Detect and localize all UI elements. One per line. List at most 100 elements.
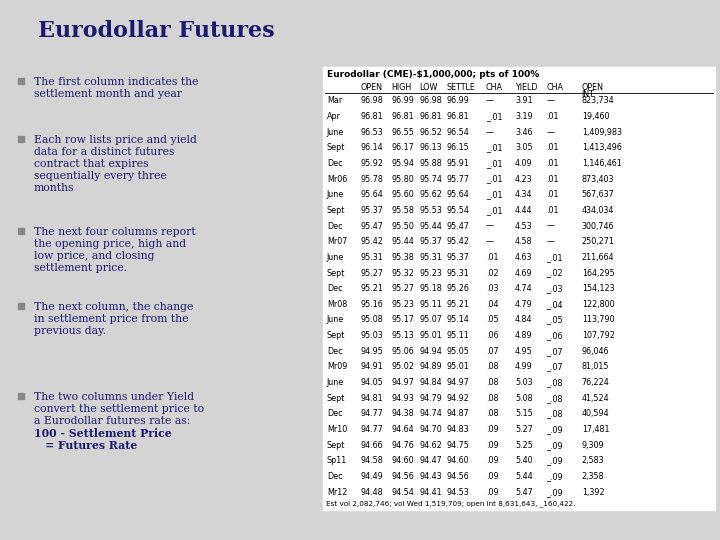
Text: Sept: Sept — [327, 394, 346, 403]
Text: 95.91: 95.91 — [446, 159, 469, 168]
Text: 94.79: 94.79 — [419, 394, 442, 403]
Text: 95.37: 95.37 — [419, 237, 442, 246]
Text: contract that expires: contract that expires — [34, 159, 148, 169]
Text: 3.05: 3.05 — [515, 143, 533, 152]
Text: —: — — [486, 96, 494, 105]
Text: 1,409,983: 1,409,983 — [582, 127, 622, 137]
Text: Each row lists price and yield: Each row lists price and yield — [34, 135, 197, 145]
Text: 4.69: 4.69 — [515, 268, 533, 278]
Text: .09: .09 — [486, 441, 498, 450]
Text: _.04: _.04 — [546, 300, 563, 309]
Text: June: June — [327, 378, 344, 387]
Text: .04: .04 — [486, 300, 498, 309]
Text: 95.31: 95.31 — [419, 253, 442, 262]
Text: 94.83: 94.83 — [446, 425, 469, 434]
Text: 164,295: 164,295 — [582, 268, 614, 278]
Text: 95.05: 95.05 — [446, 347, 469, 356]
Text: _.01: _.01 — [486, 112, 502, 121]
Text: 96.52: 96.52 — [419, 127, 442, 137]
Text: 94.91: 94.91 — [360, 362, 383, 372]
Text: 100 - Settlement Price: 100 - Settlement Price — [34, 428, 172, 439]
Text: data for a distinct futures: data for a distinct futures — [34, 147, 174, 157]
Text: 95.37: 95.37 — [360, 206, 383, 215]
Text: 95.80: 95.80 — [392, 174, 414, 184]
Text: 96.99: 96.99 — [392, 96, 415, 105]
Text: CHA: CHA — [546, 83, 564, 92]
Text: 95.01: 95.01 — [419, 331, 442, 340]
Text: 5.25: 5.25 — [515, 441, 533, 450]
Text: YIELD: YIELD — [515, 83, 538, 92]
Text: 96.55: 96.55 — [392, 127, 415, 137]
Text: 95.54: 95.54 — [446, 206, 469, 215]
Text: June: June — [327, 315, 344, 325]
Text: 94.05: 94.05 — [360, 378, 383, 387]
Text: Sept: Sept — [327, 331, 346, 340]
Text: convert the settlement price to: convert the settlement price to — [34, 404, 204, 414]
Text: .01: .01 — [546, 143, 559, 152]
Text: 95.21: 95.21 — [446, 300, 469, 309]
Bar — [18, 136, 24, 142]
Text: 211,664: 211,664 — [582, 253, 614, 262]
Text: 95.37: 95.37 — [446, 253, 469, 262]
Bar — [323, 67, 715, 510]
Text: 95.50: 95.50 — [392, 221, 415, 231]
Text: _.01: _.01 — [546, 253, 563, 262]
Text: 95.11: 95.11 — [446, 331, 469, 340]
Text: 95.08: 95.08 — [360, 315, 383, 325]
Text: 107,792: 107,792 — [582, 331, 615, 340]
Text: 4.89: 4.89 — [515, 331, 533, 340]
Text: OPEN: OPEN — [582, 83, 603, 92]
Text: _.01: _.01 — [486, 190, 502, 199]
Text: Sept: Sept — [327, 441, 346, 450]
Text: Dec: Dec — [327, 347, 343, 356]
Text: 95.42: 95.42 — [360, 237, 383, 246]
Text: 95.78: 95.78 — [360, 174, 383, 184]
Text: 94.41: 94.41 — [419, 488, 441, 497]
Text: 95.31: 95.31 — [360, 253, 383, 262]
Text: The next column, the change: The next column, the change — [34, 302, 194, 312]
Text: 5.27: 5.27 — [515, 425, 533, 434]
Text: 94.97: 94.97 — [446, 378, 469, 387]
Text: Eurodollar Futures: Eurodollar Futures — [38, 20, 274, 42]
Text: —: — — [486, 221, 494, 231]
Text: 250,271: 250,271 — [582, 237, 615, 246]
Text: 94.47: 94.47 — [419, 456, 442, 465]
Text: 94.81: 94.81 — [360, 394, 383, 403]
Text: LOW: LOW — [419, 83, 438, 92]
Text: 95.17: 95.17 — [392, 315, 415, 325]
Text: .01: .01 — [546, 206, 559, 215]
Text: The next four columns report: The next four columns report — [34, 227, 196, 237]
Text: _.09: _.09 — [546, 456, 563, 465]
Text: .08: .08 — [486, 409, 498, 418]
Text: 4.44: 4.44 — [515, 206, 533, 215]
Text: low price, and closing: low price, and closing — [34, 251, 155, 261]
Text: = Futures Rate: = Futures Rate — [34, 440, 138, 451]
Text: 3.19: 3.19 — [515, 112, 533, 121]
Text: 3.91: 3.91 — [515, 96, 533, 105]
Text: Est vol 2,082,746; vol Wed 1,519,709; open int 8,631,643, _160,422.: Est vol 2,082,746; vol Wed 1,519,709; op… — [326, 500, 575, 507]
Text: 94.77: 94.77 — [360, 425, 383, 434]
Text: 96.17: 96.17 — [392, 143, 414, 152]
Text: 95.47: 95.47 — [360, 221, 383, 231]
Text: 4.53: 4.53 — [515, 221, 533, 231]
Text: 96.81: 96.81 — [446, 112, 469, 121]
Text: 113,790: 113,790 — [582, 315, 614, 325]
Text: .09: .09 — [486, 456, 498, 465]
Text: 94.93: 94.93 — [392, 394, 414, 403]
Text: 94.89: 94.89 — [419, 362, 442, 372]
Text: 95.92: 95.92 — [360, 159, 383, 168]
Text: 94.62: 94.62 — [419, 441, 442, 450]
Text: 94.84: 94.84 — [419, 378, 441, 387]
Text: settlement month and year: settlement month and year — [34, 89, 182, 99]
Text: 95.62: 95.62 — [419, 190, 442, 199]
Text: .09: .09 — [486, 472, 498, 481]
Text: 95.77: 95.77 — [446, 174, 469, 184]
Text: 94.60: 94.60 — [446, 456, 469, 465]
Text: CHA: CHA — [486, 83, 503, 92]
Text: 94.87: 94.87 — [446, 409, 469, 418]
Text: 1,146,461: 1,146,461 — [582, 159, 621, 168]
Text: 1,413,496: 1,413,496 — [582, 143, 621, 152]
Text: Dec: Dec — [327, 472, 343, 481]
Text: Mr12: Mr12 — [327, 488, 347, 497]
Bar — [18, 393, 24, 399]
